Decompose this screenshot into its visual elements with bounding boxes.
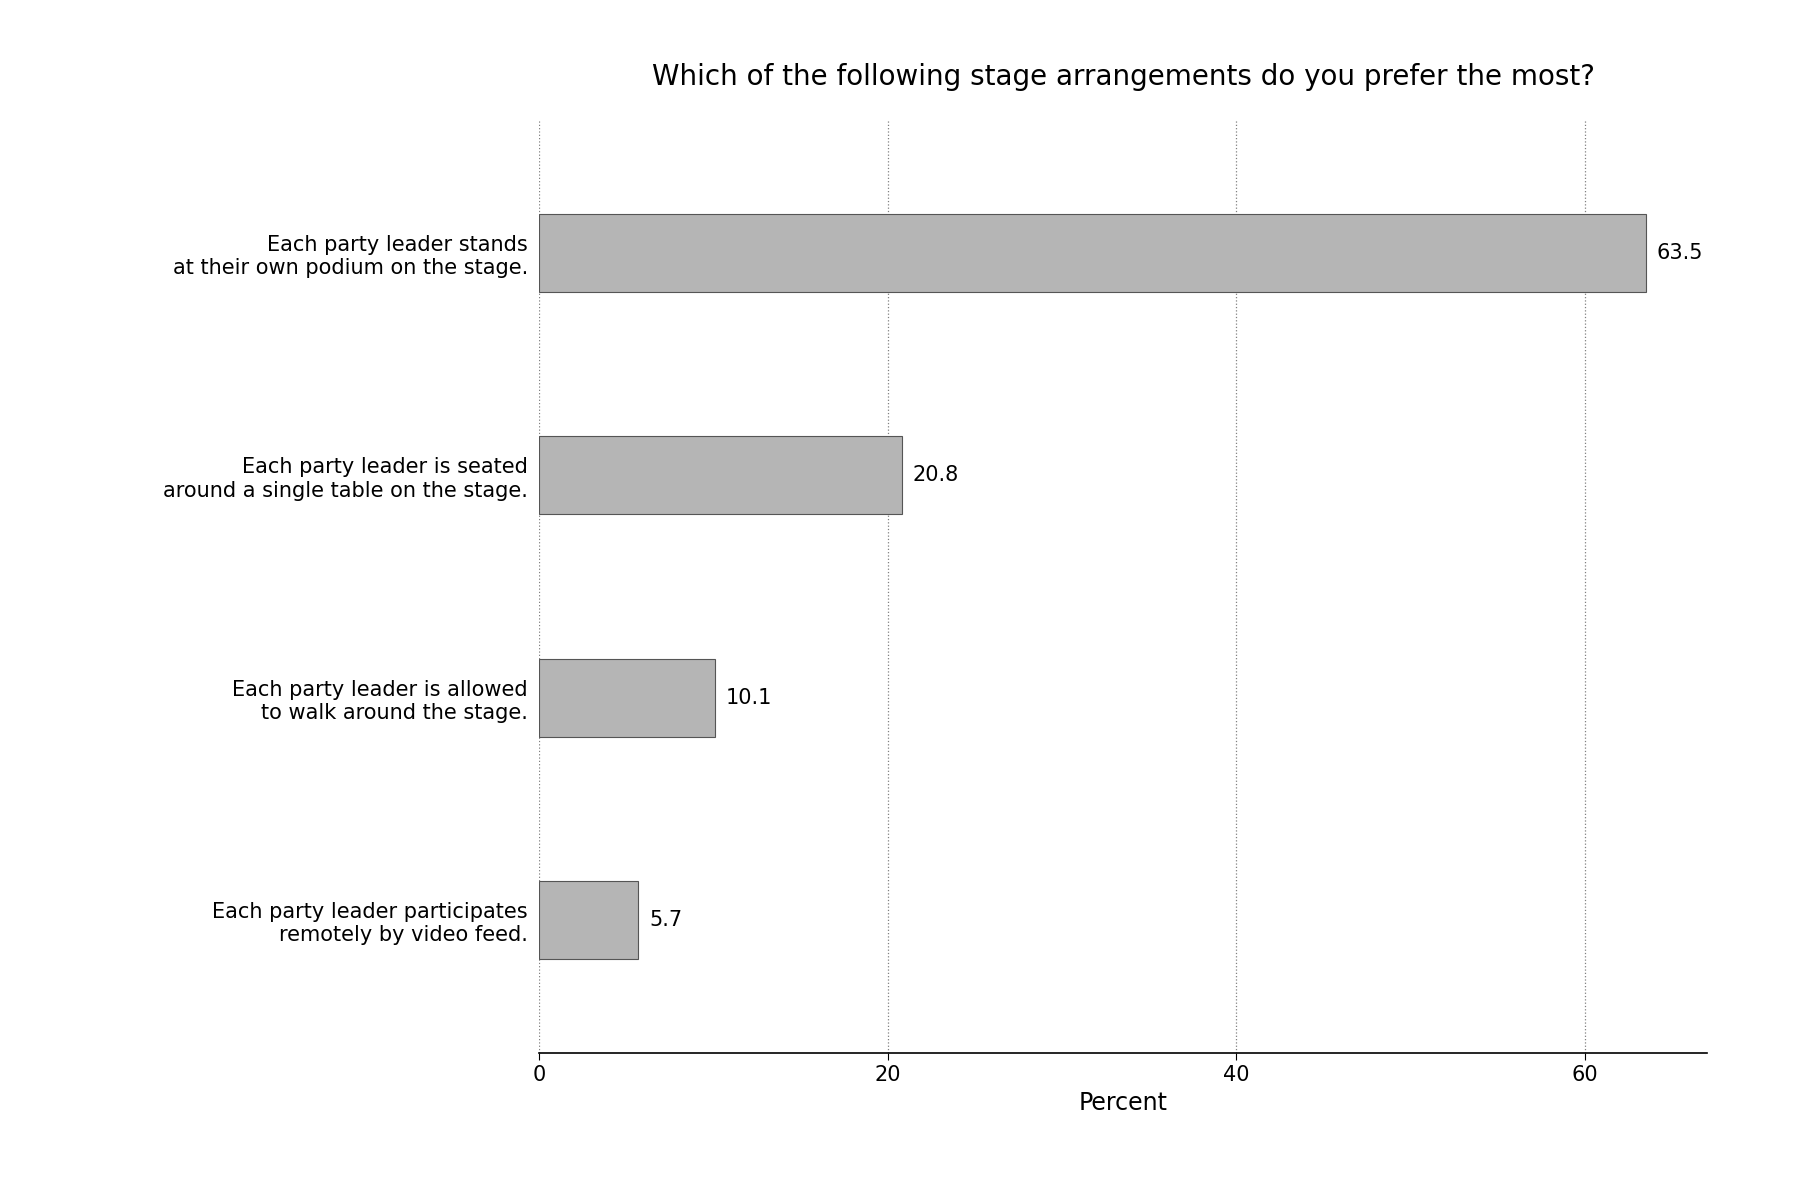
Bar: [539, 881, 638, 959]
X-axis label: Percent: Percent: [1078, 1090, 1168, 1114]
Bar: [539, 214, 1646, 292]
Bar: [539, 658, 715, 736]
Title: Which of the following stage arrangements do you prefer the most?: Which of the following stage arrangement…: [652, 63, 1594, 91]
Text: 20.8: 20.8: [913, 466, 958, 485]
Text: 63.5: 63.5: [1657, 243, 1704, 263]
Text: 10.1: 10.1: [726, 688, 773, 707]
Text: 5.7: 5.7: [649, 910, 683, 930]
Bar: [539, 437, 902, 515]
